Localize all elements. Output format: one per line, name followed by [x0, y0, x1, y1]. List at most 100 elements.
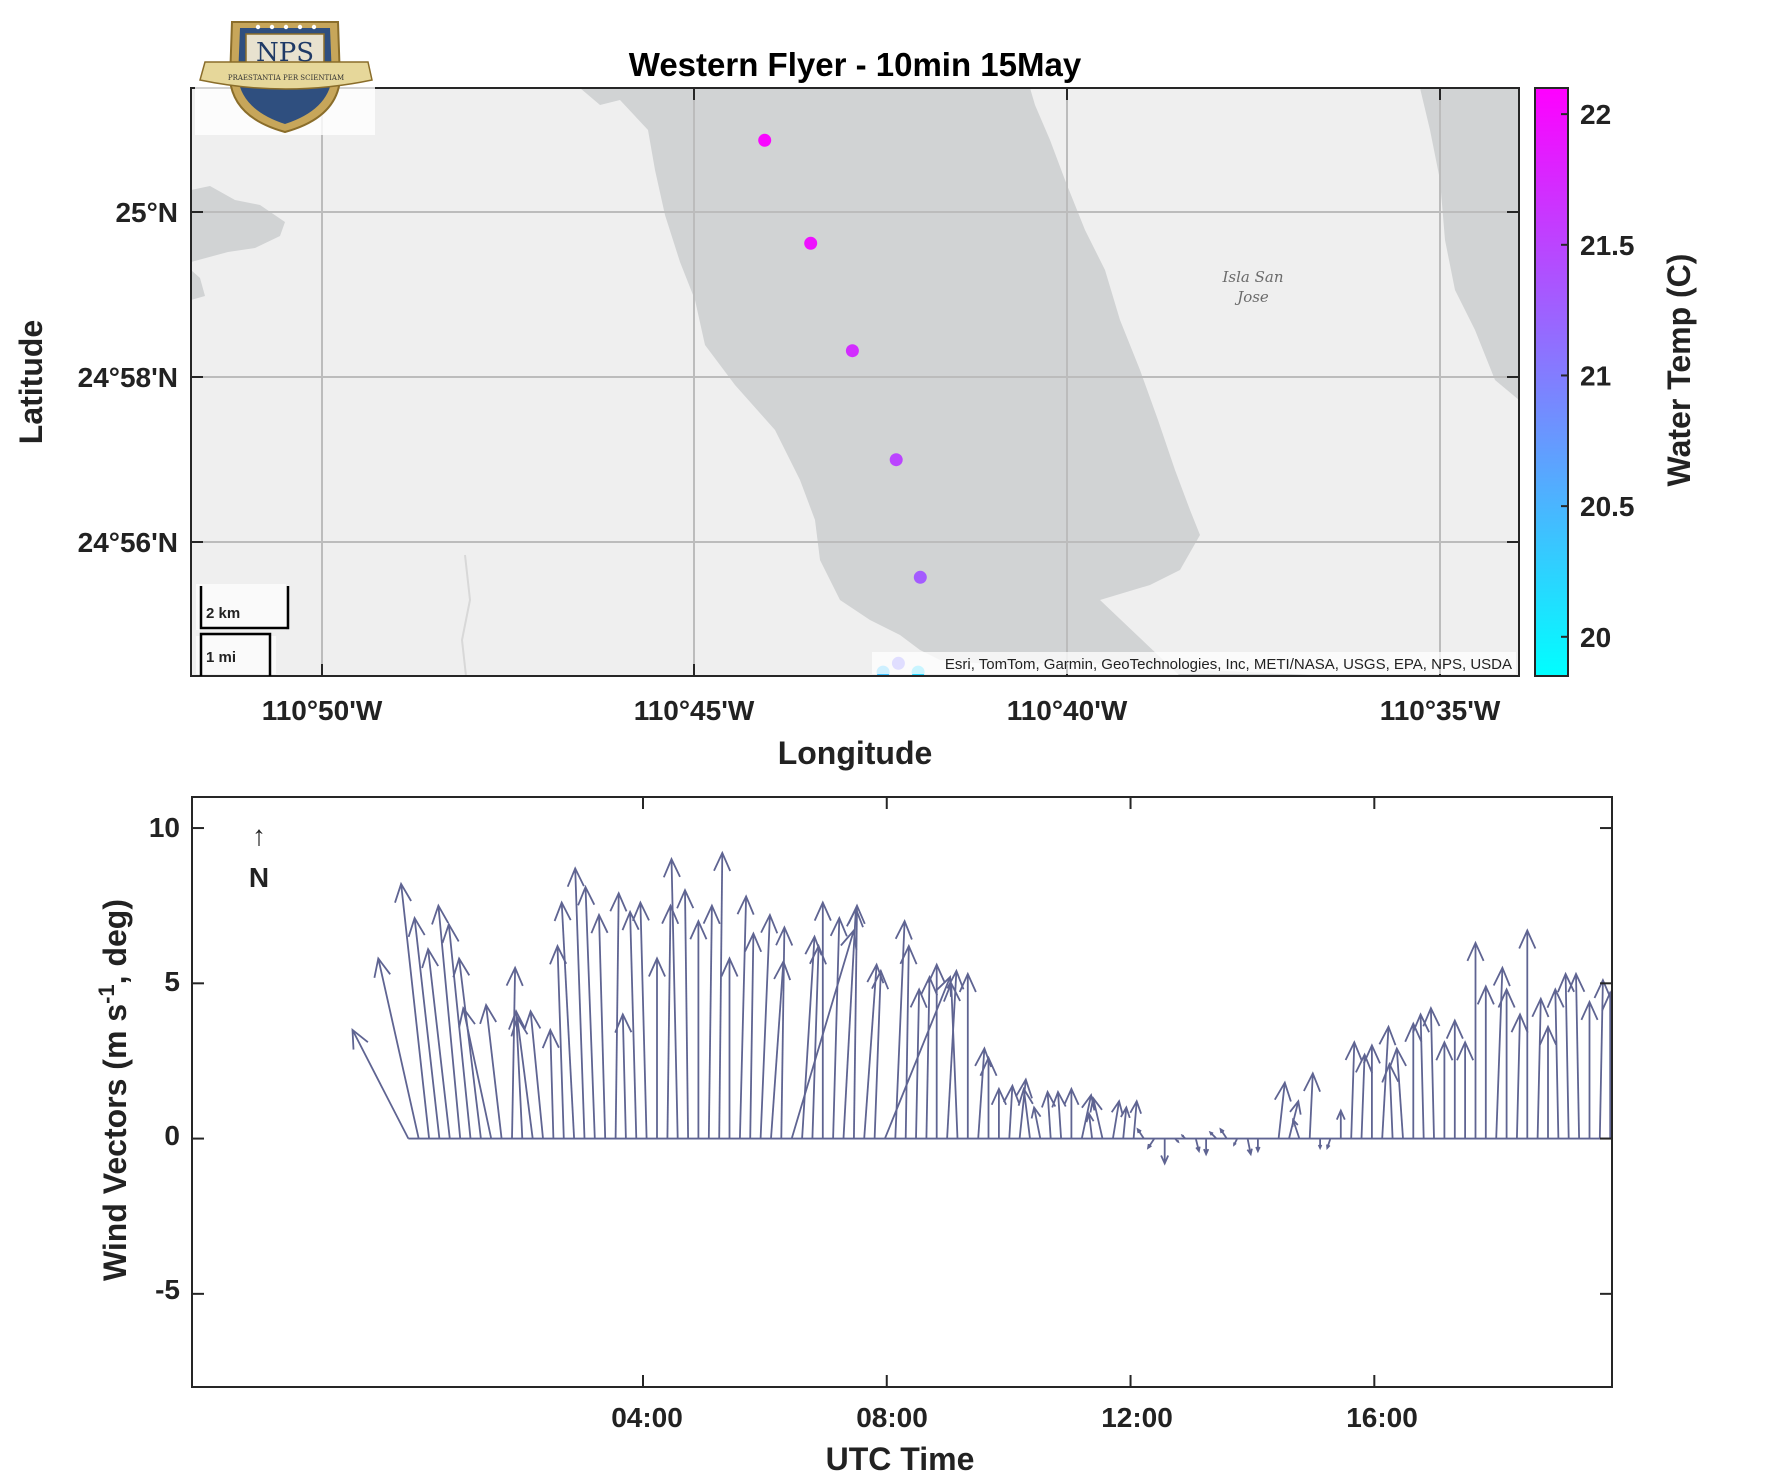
wind-vector-9 [479, 1002, 503, 1139]
wind-vector-11 [508, 1009, 526, 1139]
wind-vector-72 [1146, 1138, 1156, 1150]
wind-ylabel-sup: -1 [94, 984, 119, 1004]
wind-vector-24 [648, 956, 666, 1139]
wind-vector-27 [676, 888, 695, 1139]
wind-vector-66 [1085, 1111, 1095, 1139]
wind-vector-10 [505, 965, 524, 1139]
wind-xtick-1: 08:00 [856, 1402, 928, 1433]
place-label-line1: Isla San [1221, 268, 1283, 286]
map-xtick-0: 110°50'W [262, 695, 383, 726]
wind-vector-103 [1466, 940, 1485, 1139]
wind-vector-61 [1030, 1105, 1042, 1139]
wind-vector-6 [441, 922, 472, 1139]
wind-plot-area [192, 797, 1612, 1387]
colorbar-label: Water Temp (C) [1661, 254, 1697, 487]
wind-vector-56 [979, 1055, 998, 1139]
wind-vector-94 [1378, 1024, 1397, 1139]
wind-vector-109 [1531, 996, 1550, 1139]
water-west-edge [191, 270, 205, 300]
wind-vector-57 [990, 1086, 1007, 1139]
map-panel: 110°50'W 110°45'W 110°40'W 110°35'W 25°N… [13, 87, 1520, 771]
wind-vector-28 [689, 919, 708, 1139]
colorbar-tick-0: 20 [1580, 622, 1611, 653]
wind-vector-82 [1255, 1138, 1261, 1154]
wind-vector-13 [523, 1009, 544, 1139]
wind-vector-4 [421, 947, 451, 1139]
svg-text:PRAESTANTIA PER SCIENTIAM: PRAESTANTIA PER SCIENTIAM [228, 74, 344, 82]
wind-vector-32 [736, 894, 755, 1139]
wind-vector-53 [943, 981, 961, 1139]
wind-vector-48 [899, 943, 918, 1139]
wind-vector-114 [1580, 999, 1599, 1139]
colorbar-tick-1: 20.5 [1580, 491, 1635, 522]
wind-vector-87 [1303, 1071, 1321, 1139]
wind-vector-78 [1208, 1130, 1218, 1140]
wind-vector-91 [1344, 1040, 1363, 1139]
wind-vector-98 [1412, 1012, 1430, 1139]
wind-vector-1 [373, 956, 420, 1139]
nps-logo: NPS PRAESTANTIA PER SCIENTIAM [195, 21, 375, 135]
colorbar-tick-4: 22 [1580, 99, 1611, 130]
wind-vector-31 [720, 956, 739, 1139]
map-xlabel: Longitude [778, 735, 933, 771]
wind-vector-89 [1326, 1138, 1332, 1150]
map-frame [190, 87, 1520, 677]
wind-vector-58 [1003, 1083, 1020, 1139]
wind-vector-106 [1497, 987, 1516, 1139]
wind-vector-95 [1381, 1061, 1400, 1139]
wind-vector-71 [1136, 1127, 1145, 1140]
scale-bar-mi [199, 632, 272, 676]
wind-vector-20 [609, 891, 628, 1139]
wind-vector-2 [394, 881, 430, 1139]
wind-vector-21 [614, 1012, 633, 1139]
map-gridlines [191, 88, 1519, 676]
wind-frame [191, 796, 1613, 1388]
wind-vector-43 [847, 903, 866, 1139]
wind-vector-115 [1593, 978, 1612, 1139]
scale-km-label: 2 km [206, 605, 240, 622]
wind-vector-22 [621, 909, 640, 1139]
wind-vector-52 [946, 968, 965, 1139]
water-east [1420, 88, 1519, 400]
colorbar-gradient [1534, 87, 1569, 677]
wind-vector-49 [909, 987, 928, 1139]
map-ytick-2: 24°56'N [78, 527, 178, 558]
wind-vector-79 [1219, 1127, 1228, 1140]
scale-bar-km [199, 586, 290, 630]
wind-xlabel: UTC Time [826, 1441, 975, 1476]
wind-vector-92 [1355, 1052, 1373, 1139]
wind-vector-69 [1120, 1105, 1131, 1139]
wind-vector-0 [351, 1027, 410, 1140]
wind-vector-68 [1110, 1099, 1124, 1139]
map-xtick-1: 110°45'W [634, 695, 755, 726]
wind-vector-54 [958, 971, 977, 1139]
wind-vector-16 [553, 900, 575, 1139]
wind-vector-97 [1404, 1021, 1423, 1139]
map-xtick-3: 110°35'W [1380, 695, 1501, 726]
wind-xtick-0: 04:00 [611, 1402, 683, 1433]
wind-vector-5 [431, 903, 462, 1139]
wind-vector-113 [1567, 971, 1586, 1139]
wind-vector-41 [829, 915, 848, 1139]
colorbar-tick-2: 21 [1580, 360, 1611, 391]
wind-vector-60 [1017, 1086, 1034, 1139]
scale-bar: 2 km 1 mi [196, 584, 290, 676]
wind-vector-29 [702, 903, 721, 1139]
stream-line [460, 554, 472, 676]
wind-vector-25 [661, 903, 680, 1139]
wind-vector-50 [920, 974, 939, 1139]
wind-vector-80 [1233, 1138, 1239, 1147]
wind-vector-102 [1456, 1040, 1475, 1139]
wind-vectors [351, 850, 1612, 1166]
wind-vector-40 [813, 900, 832, 1139]
colorbar: 20 20.5 21 21.5 22 Water Temp (C) [1534, 87, 1697, 677]
wind-vector-18 [577, 884, 596, 1139]
wind-vector-19 [590, 912, 609, 1139]
map-point-2 [845, 344, 859, 358]
wind-vector-34 [759, 912, 779, 1139]
wind-vector-51 [927, 962, 946, 1139]
wind-ylabel: Wind Vectors (m s-1, deg) [94, 899, 133, 1281]
scale-mi-label: 1 mi [206, 649, 236, 666]
water-inlet-west [191, 186, 285, 262]
